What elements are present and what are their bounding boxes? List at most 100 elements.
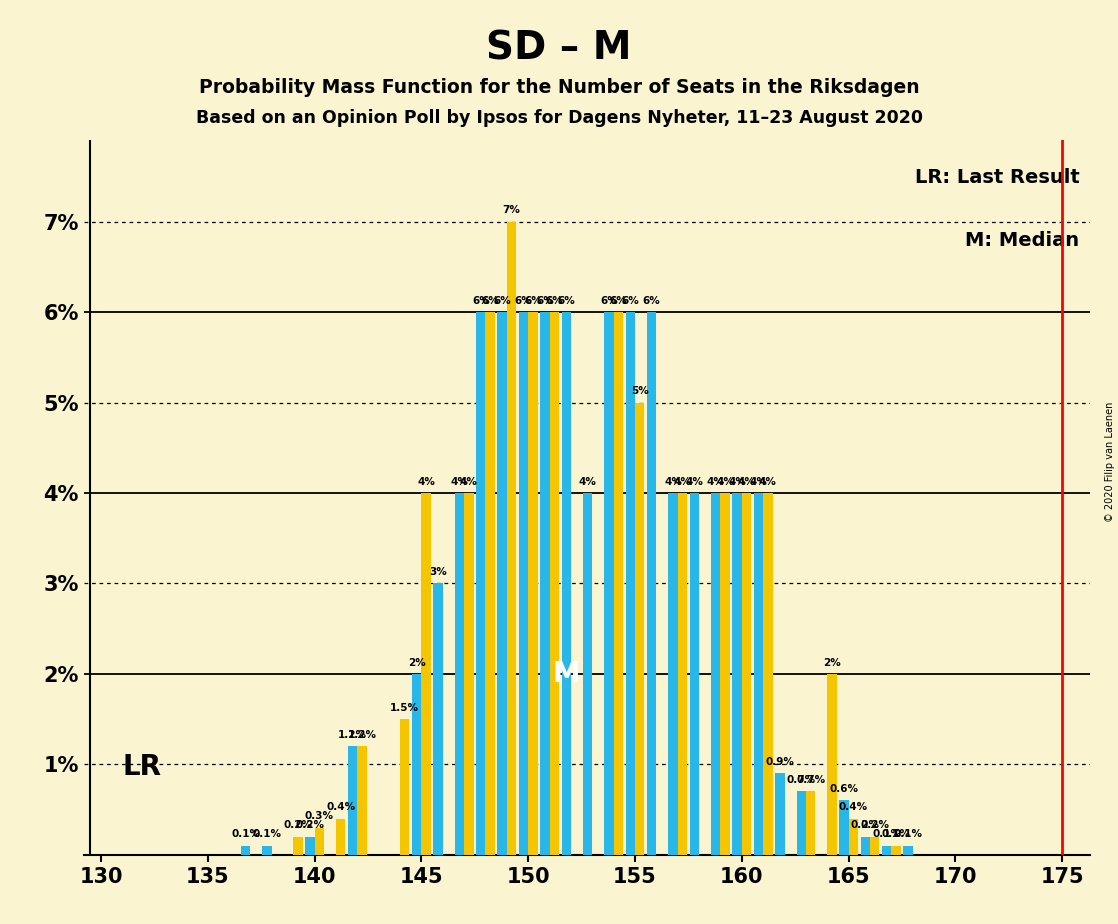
Text: LR: Last Result: LR: Last Result (915, 167, 1079, 187)
Text: 6%: 6% (482, 296, 499, 306)
Bar (421, 493, 430, 855)
Text: 4%: 4% (579, 477, 597, 487)
Bar (764, 493, 773, 855)
Bar (903, 845, 912, 855)
Bar (519, 312, 528, 855)
Text: 0.2%: 0.2% (860, 821, 889, 831)
Bar (348, 747, 358, 855)
Text: 6%: 6% (514, 296, 532, 306)
Bar (720, 493, 730, 855)
Text: M: M (552, 660, 580, 687)
Text: 4%: 4% (759, 477, 777, 487)
Bar (506, 222, 517, 855)
Bar (711, 493, 720, 855)
Text: 6%: 6% (472, 296, 490, 306)
Bar (498, 312, 506, 855)
Bar (806, 792, 815, 855)
Text: 6%: 6% (524, 296, 542, 306)
Bar (849, 819, 858, 855)
Bar (882, 845, 891, 855)
Text: 0.2%: 0.2% (295, 821, 324, 831)
Text: 0.2%: 0.2% (851, 821, 880, 831)
Bar (870, 836, 880, 855)
Bar (647, 312, 656, 855)
Text: 0.4%: 0.4% (838, 802, 868, 812)
Bar (840, 800, 849, 855)
Text: 2%: 2% (823, 658, 841, 667)
Bar (742, 493, 751, 855)
Bar (827, 674, 836, 855)
Bar (476, 312, 485, 855)
Bar (400, 719, 409, 855)
Bar (241, 845, 250, 855)
Bar (690, 493, 699, 855)
Text: 6%: 6% (643, 296, 661, 306)
Text: 0.7%: 0.7% (787, 775, 816, 785)
Text: 0.1%: 0.1% (893, 830, 922, 839)
Bar (775, 773, 785, 855)
Text: 4%: 4% (673, 477, 691, 487)
Bar (314, 828, 324, 855)
Bar (455, 493, 464, 855)
Bar (582, 493, 593, 855)
Text: 4%: 4% (685, 477, 703, 487)
Bar (485, 312, 495, 855)
Bar (528, 312, 538, 855)
Text: 0.7%: 0.7% (796, 775, 825, 785)
Bar (561, 312, 571, 855)
Text: 6%: 6% (546, 296, 563, 306)
Text: 0.6%: 0.6% (830, 784, 859, 794)
Text: 1.5%: 1.5% (390, 703, 419, 712)
Bar (464, 493, 474, 855)
Text: 6%: 6% (609, 296, 627, 306)
Text: 6%: 6% (600, 296, 618, 306)
Bar (434, 583, 443, 855)
Text: 5%: 5% (631, 386, 648, 396)
Text: 4%: 4% (417, 477, 435, 487)
Text: 0.1%: 0.1% (882, 830, 910, 839)
Text: 6%: 6% (536, 296, 553, 306)
Bar (861, 836, 870, 855)
Text: 4%: 4% (459, 477, 477, 487)
Text: 0.9%: 0.9% (766, 757, 794, 767)
Bar (678, 493, 688, 855)
Text: 1.2%: 1.2% (338, 730, 367, 740)
Text: 4%: 4% (664, 477, 682, 487)
Text: 4%: 4% (717, 477, 735, 487)
Bar (540, 312, 550, 855)
Text: LR: LR (122, 753, 161, 781)
Text: 7%: 7% (503, 205, 521, 215)
Bar (305, 836, 314, 855)
Text: 2%: 2% (408, 658, 426, 667)
Text: SD – M: SD – M (486, 30, 632, 67)
Bar (293, 836, 303, 855)
Bar (604, 312, 614, 855)
Text: 0.4%: 0.4% (326, 802, 356, 812)
Text: 4%: 4% (749, 477, 767, 487)
Bar (754, 493, 764, 855)
Text: 3%: 3% (429, 567, 447, 578)
Text: © 2020 Filip van Laenen: © 2020 Filip van Laenen (1106, 402, 1115, 522)
Text: Based on an Opinion Poll by Ipsos for Dagens Nyheter, 11–23 August 2020: Based on an Opinion Poll by Ipsos for Da… (196, 109, 922, 127)
Text: 1.2%: 1.2% (348, 730, 377, 740)
Bar (358, 747, 367, 855)
Bar (335, 819, 345, 855)
Text: Probability Mass Function for the Number of Seats in the Riksdagen: Probability Mass Function for the Number… (199, 78, 919, 97)
Bar (732, 493, 742, 855)
Bar (669, 493, 678, 855)
Bar (635, 403, 644, 855)
Text: 0.3%: 0.3% (305, 811, 334, 821)
Text: 4%: 4% (707, 477, 724, 487)
Text: 0.1%: 0.1% (253, 830, 282, 839)
Text: 6%: 6% (558, 296, 575, 306)
Text: M: Median: M: Median (965, 231, 1079, 249)
Bar (263, 845, 272, 855)
Bar (413, 674, 421, 855)
Bar (891, 845, 901, 855)
Text: 0.1%: 0.1% (872, 830, 901, 839)
Bar (626, 312, 635, 855)
Text: 0.2%: 0.2% (283, 821, 312, 831)
Text: 4%: 4% (728, 477, 746, 487)
Text: 6%: 6% (622, 296, 639, 306)
Bar (550, 312, 559, 855)
